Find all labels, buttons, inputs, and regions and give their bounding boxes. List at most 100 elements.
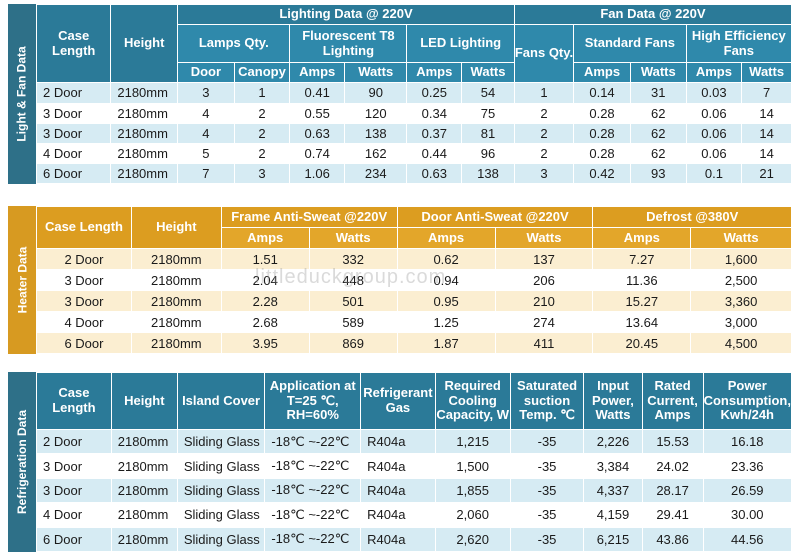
standard-fans-header: Standard Fans <box>573 24 687 64</box>
table-cell: 2180mm <box>130 248 222 270</box>
col-height: Height <box>110 3 179 84</box>
table-cell: 2 Door <box>36 428 112 455</box>
table-cell: 23.36 <box>702 453 793 479</box>
table-cell: 1.51 <box>220 248 310 270</box>
table-row: 2 Door 2180mm 3 1 0.41 90 0.25 54 1 0.14 31 0.03 7 <box>35 82 792 104</box>
table-cell: -18℃ ~-22℃ <box>264 502 362 528</box>
table-cell: -18℃ ~-22℃ <box>264 453 362 479</box>
table-cell: 120 <box>344 102 408 124</box>
table-cell: 0.28 <box>573 142 631 164</box>
table-cell: Sliding Glass <box>176 428 266 455</box>
table-cell: R404a <box>360 477 436 504</box>
table-cell: 210 <box>494 290 594 312</box>
table-row: 6 Door 2180mm 7 3 1.06 234 0.63 138 3 0.42 93 0.1 21 <box>35 162 792 185</box>
table-cell: 3,384 <box>583 453 643 479</box>
col-case-length: Case Length <box>35 3 112 84</box>
table-cell: R404a <box>360 502 436 528</box>
table-cell: Sliding Glass <box>176 477 266 504</box>
table-cell: 3 Door <box>35 122 112 144</box>
table-cell: 2 <box>513 102 575 124</box>
table-cell: 20.45 <box>592 332 692 354</box>
table-cell: 14 <box>741 142 792 164</box>
watts-subheader: Watts <box>461 62 515 84</box>
table-cell: 28.17 <box>641 477 704 504</box>
table-row: 3 Door 2180mm 4 2 0.55 120 0.34 75 2 0.28 62 0.06 14 <box>35 102 792 124</box>
col-power-consumption: Power Consumption, Kwh/24h <box>702 372 793 430</box>
table-cell: -35 <box>509 453 585 479</box>
table-cell: 2,620 <box>434 526 511 553</box>
amps-subheader: Amps <box>220 227 310 249</box>
table-cell: 2.04 <box>220 269 310 291</box>
table-cell: 0.06 <box>685 142 743 164</box>
table-cell: 7.27 <box>592 248 692 270</box>
table-cell: 4 <box>177 102 235 124</box>
table-row: 3 Door 2180mm Sliding Glass -18℃ ~-22℃ R404a… <box>36 453 793 479</box>
table-cell: 0.28 <box>573 122 631 144</box>
table-cell: 1.25 <box>396 311 496 333</box>
high-eff-fans-header: High Efficiency Fans <box>685 24 793 64</box>
table-row: 2 Door 2180mm 1.51 332 0.62 137 7.27 1,600 <box>36 248 792 270</box>
table-cell: 2180mm <box>110 453 178 479</box>
table-cell: 0.41 <box>289 82 346 104</box>
table-cell: -35 <box>509 526 585 553</box>
table-cell: 234 <box>344 162 408 185</box>
table-cell: 3,000 <box>690 311 792 333</box>
table-cell: 0.63 <box>406 162 463 185</box>
table-cell: 6 Door <box>35 162 112 185</box>
table-cell: 0.74 <box>289 142 346 164</box>
table-cell: R404a <box>360 526 436 553</box>
amps-subheader: Amps <box>406 62 463 84</box>
table-cell: 2180mm <box>130 269 222 291</box>
table-cell: 0.42 <box>573 162 631 185</box>
table-cell: -35 <box>509 477 585 504</box>
table-cell: 2180mm <box>110 102 179 124</box>
heater-panel: Heater Data Case Length Height Frame Ant… <box>8 206 792 354</box>
table-cell: 1,855 <box>434 477 511 504</box>
table-cell: 2 Door <box>35 82 112 104</box>
table-cell: 138 <box>461 162 515 185</box>
col-height: Height <box>110 372 178 430</box>
table-cell: 4,337 <box>583 477 643 504</box>
table-cell: 0.63 <box>289 122 346 144</box>
table-cell: 2.68 <box>220 311 310 333</box>
table-cell: 138 <box>344 122 408 144</box>
table-cell: 2180mm <box>110 162 179 185</box>
table-cell: 90 <box>344 82 408 104</box>
refrigeration-side-label: Refrigeration Data <box>8 372 36 552</box>
heater-table: Case Length Height Frame Anti-Sweat @220… <box>36 206 792 354</box>
table-cell: 62 <box>629 122 687 144</box>
fluorescent-header: Fluorescent T8 Lighting <box>289 24 408 64</box>
table-cell: 2,060 <box>434 502 511 528</box>
table-cell: 2180mm <box>110 82 179 104</box>
col-saturated-suction: Saturated suction Temp. ℃ <box>509 372 585 430</box>
table-cell: 1.06 <box>289 162 346 185</box>
table-cell: 4,159 <box>583 502 643 528</box>
table-cell: 4 Door <box>36 311 132 333</box>
table-cell: 24.02 <box>641 453 704 479</box>
table-cell: 4 Door <box>36 502 112 528</box>
table-cell: 2180mm <box>110 477 178 504</box>
table-cell: Sliding Glass <box>176 453 266 479</box>
table-cell: 1,500 <box>434 453 511 479</box>
table-cell: 62 <box>629 142 687 164</box>
table-row: 4 Door 2180mm Sliding Glass -18℃ ~-22℃ R404a… <box>36 502 793 528</box>
table-cell: 589 <box>308 311 398 333</box>
table-row: 3 Door 2180mm Sliding Glass -18℃ ~-22℃ R404a… <box>36 477 793 504</box>
table-cell: 14 <box>741 122 792 144</box>
table-cell: 1.87 <box>396 332 496 354</box>
frame-anti-sweat-header: Frame Anti-Sweat @220V <box>220 206 398 228</box>
table-cell: 162 <box>344 142 408 164</box>
table-row: 6 Door 2180mm 3.95 869 1.87 411 20.45 4,500 <box>36 332 792 354</box>
table-cell: 3 Door <box>36 290 132 312</box>
col-case-length: Case Length <box>36 372 112 430</box>
amps-subheader: Amps <box>592 227 692 249</box>
table-cell: 5 <box>177 142 235 164</box>
table-cell: 30.00 <box>702 502 793 528</box>
table-cell: 29.41 <box>641 502 704 528</box>
table-cell: 11.36 <box>592 269 692 291</box>
table-cell: 75 <box>461 102 515 124</box>
table-cell: 0.62 <box>396 248 496 270</box>
table-cell: 2 <box>513 122 575 144</box>
table-cell: 2180mm <box>110 122 179 144</box>
table-cell: 6,215 <box>583 526 643 553</box>
